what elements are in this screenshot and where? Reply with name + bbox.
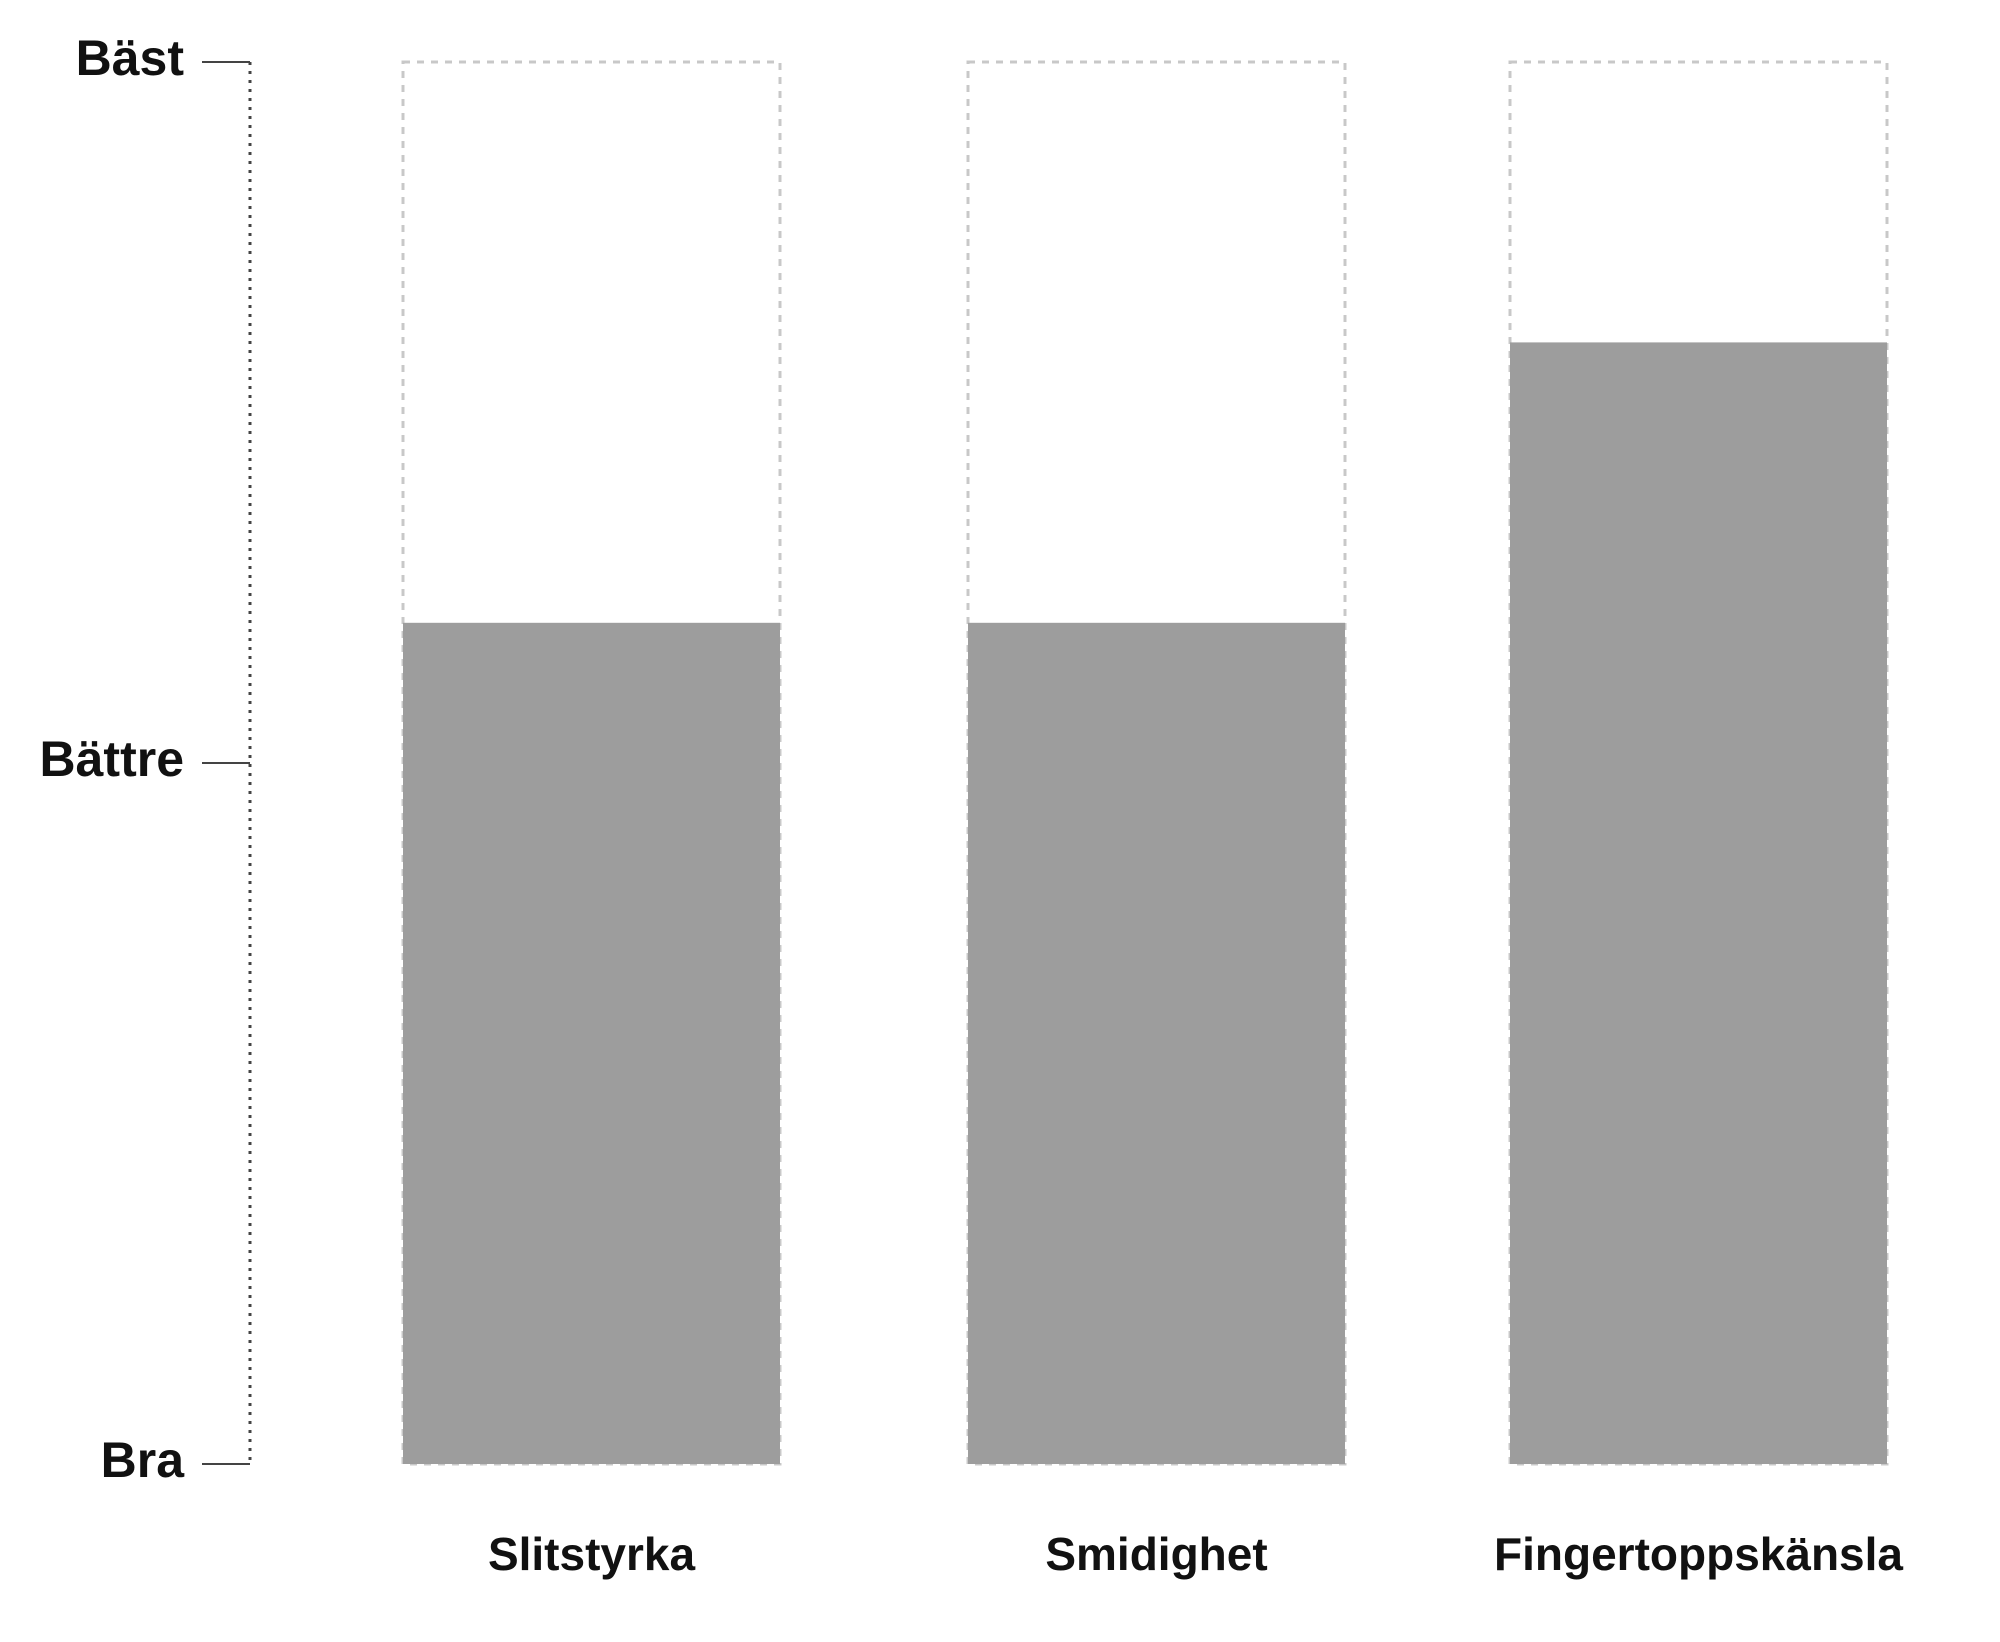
bars-group <box>401 60 1889 1466</box>
category-label: Fingertoppskänsla <box>1494 1528 1903 1580</box>
bar-smidighet <box>968 622 1345 1464</box>
y-tick-label: Bra <box>101 1432 186 1488</box>
y-tick-group: Bra Bättre Bäst <box>40 30 250 1488</box>
bar-slitstyrka <box>403 622 780 1464</box>
category-labels: Slitstyrka Smidighet Fingertoppskänsla <box>488 1528 1903 1580</box>
bar-fingertoppskänsla <box>1510 342 1887 1464</box>
category-label: Slitstyrka <box>488 1528 696 1580</box>
y-tick-label: Bäst <box>76 30 185 86</box>
category-label: Smidighet <box>1045 1528 1267 1580</box>
y-axis: Bra Bättre Bäst <box>40 30 252 1488</box>
y-tick-label: Bättre <box>40 731 184 787</box>
